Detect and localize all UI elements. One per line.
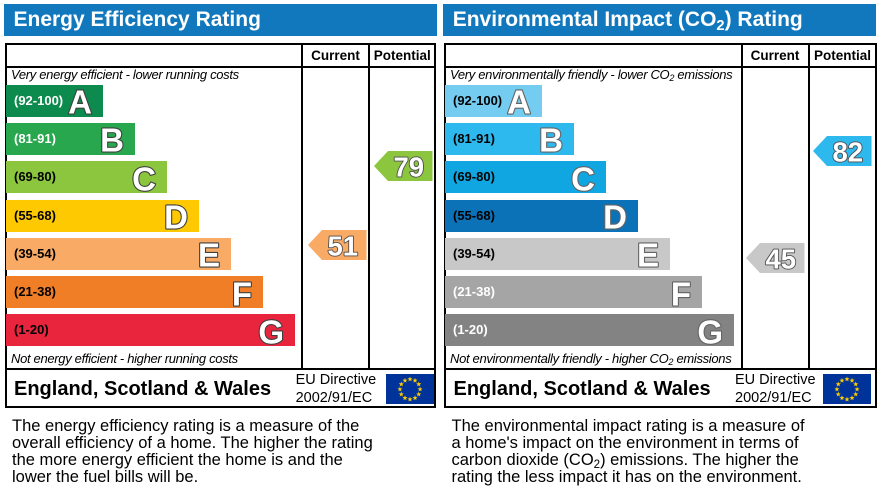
- svg-text:79: 79: [394, 151, 425, 181]
- svg-text:82: 82: [833, 137, 864, 167]
- svg-text:D: D: [164, 198, 188, 235]
- svg-text:D: D: [603, 198, 627, 235]
- svg-text:F: F: [231, 275, 251, 312]
- svg-text:G: G: [697, 313, 723, 350]
- svg-text:45: 45: [765, 243, 796, 273]
- svg-text:B: B: [100, 122, 124, 159]
- svg-text:B: B: [539, 122, 563, 159]
- svg-text:E: E: [198, 237, 220, 274]
- svg-text:C: C: [571, 160, 595, 197]
- svg-text:C: C: [132, 160, 156, 197]
- svg-text:A: A: [507, 83, 531, 120]
- svg-text:G: G: [258, 313, 284, 350]
- svg-text:F: F: [670, 275, 690, 312]
- svg-text:A: A: [68, 83, 92, 120]
- svg-text:E: E: [637, 237, 659, 274]
- svg-text:51: 51: [327, 230, 358, 260]
